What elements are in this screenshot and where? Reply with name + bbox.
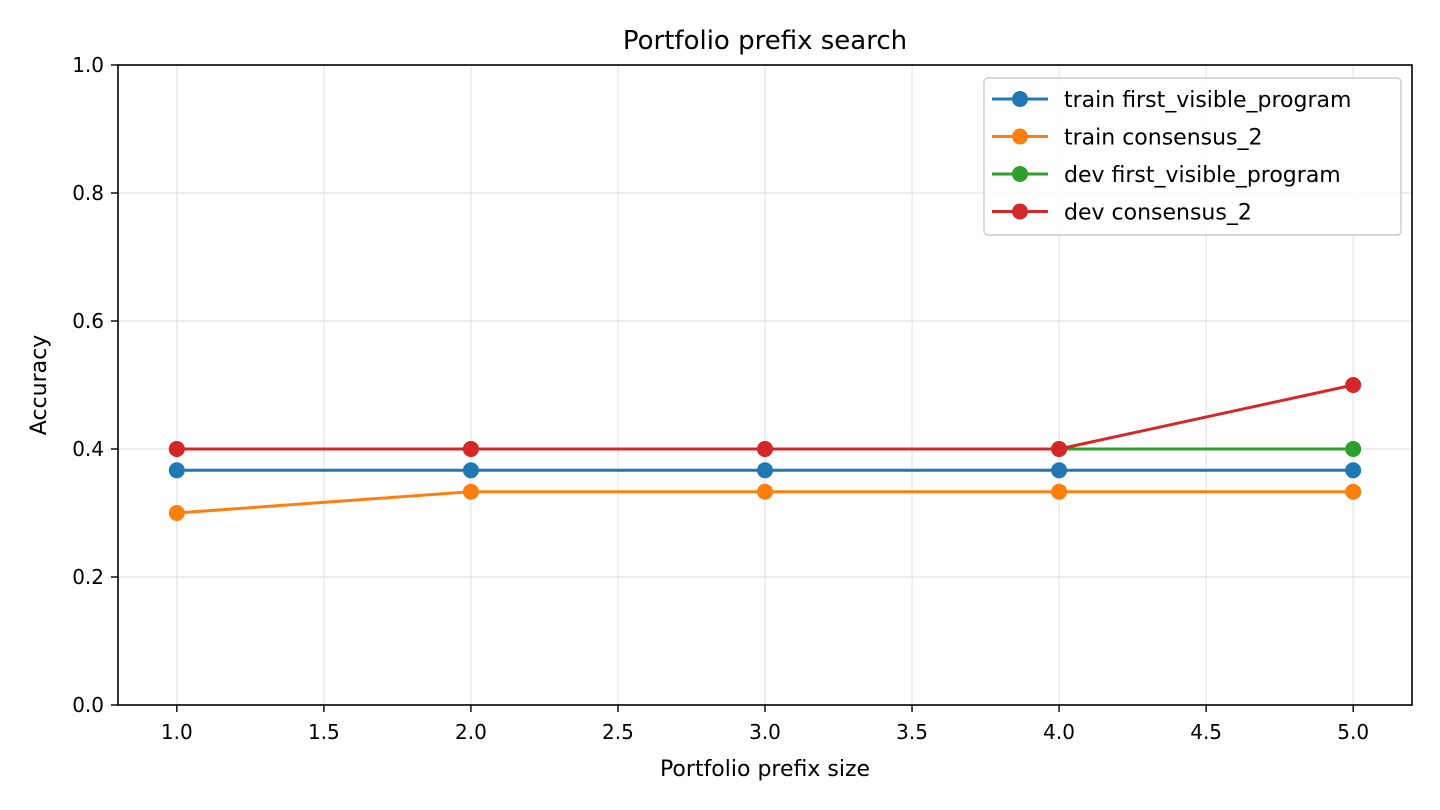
y-tick-label: 0.8 [72,181,104,205]
x-tick-label: 3.0 [749,720,781,744]
x-tick-label: 2.0 [455,720,487,744]
data-point [462,441,479,457]
x-tick-label: 3.5 [896,720,928,744]
legend-label: train first_visible_program [1064,88,1351,113]
data-point [757,462,773,479]
y-tick-label: 0.4 [72,437,104,461]
series-1 [168,483,1362,521]
legend-item: train consensus_2 [992,126,1263,151]
y-tick-label: 0.2 [72,565,104,589]
data-point [1051,441,1068,457]
legend-item: train first_visible_program [992,88,1351,113]
data-point [1345,377,1362,393]
x-tick-label: 1.0 [161,720,193,744]
legend-swatch-marker [1012,91,1028,107]
data-point [1051,462,1068,479]
data-point [462,462,479,479]
x-tick-label: 1.5 [308,720,340,744]
series-0 [168,462,1362,479]
data-point [462,483,479,500]
chart-title: Portfolio prefix search [623,26,907,56]
legend-label: dev first_visible_program [1064,163,1341,188]
x-tick-label: 5.0 [1337,720,1369,744]
series-layer [168,377,1362,521]
legend-swatch-marker [1012,166,1028,182]
x-tick-label: 4.0 [1043,720,1075,744]
axis-ticks: 1.0 1.5 2.0 2.5 3.0 3.5 4.0 4.5 5.0 0.0 0.2 0.4 0.6 0… [72,53,1369,744]
legend-item: dev first_visible_program [992,163,1341,188]
y-tick-label: 0.6 [72,309,104,333]
data-point [1345,441,1362,457]
x-tick-label: 4.5 [1190,720,1222,744]
data-point [757,483,773,500]
data-point [1345,483,1362,500]
legend-swatch-marker [1012,128,1028,145]
data-point [1345,462,1362,479]
x-tick-label: 2.5 [602,720,634,744]
data-point [757,441,773,457]
y-tick-label: 1.0 [72,53,104,77]
data-point [168,441,185,457]
x-axis-label: Portfolio prefix size [660,757,870,782]
data-point [168,462,185,479]
data-point [168,505,185,521]
legend-box [983,77,1402,236]
legend-label: train consensus_2 [1064,126,1263,151]
legend-label: dev consensus_2 [1064,201,1252,226]
legend-swatch-marker [1012,203,1028,220]
legend-item: dev consensus_2 [992,201,1252,226]
series-3 [168,377,1362,457]
y-axis-label: Accuracy [27,335,52,435]
y-tick-label: 0.0 [72,693,104,717]
data-point [1051,483,1068,500]
